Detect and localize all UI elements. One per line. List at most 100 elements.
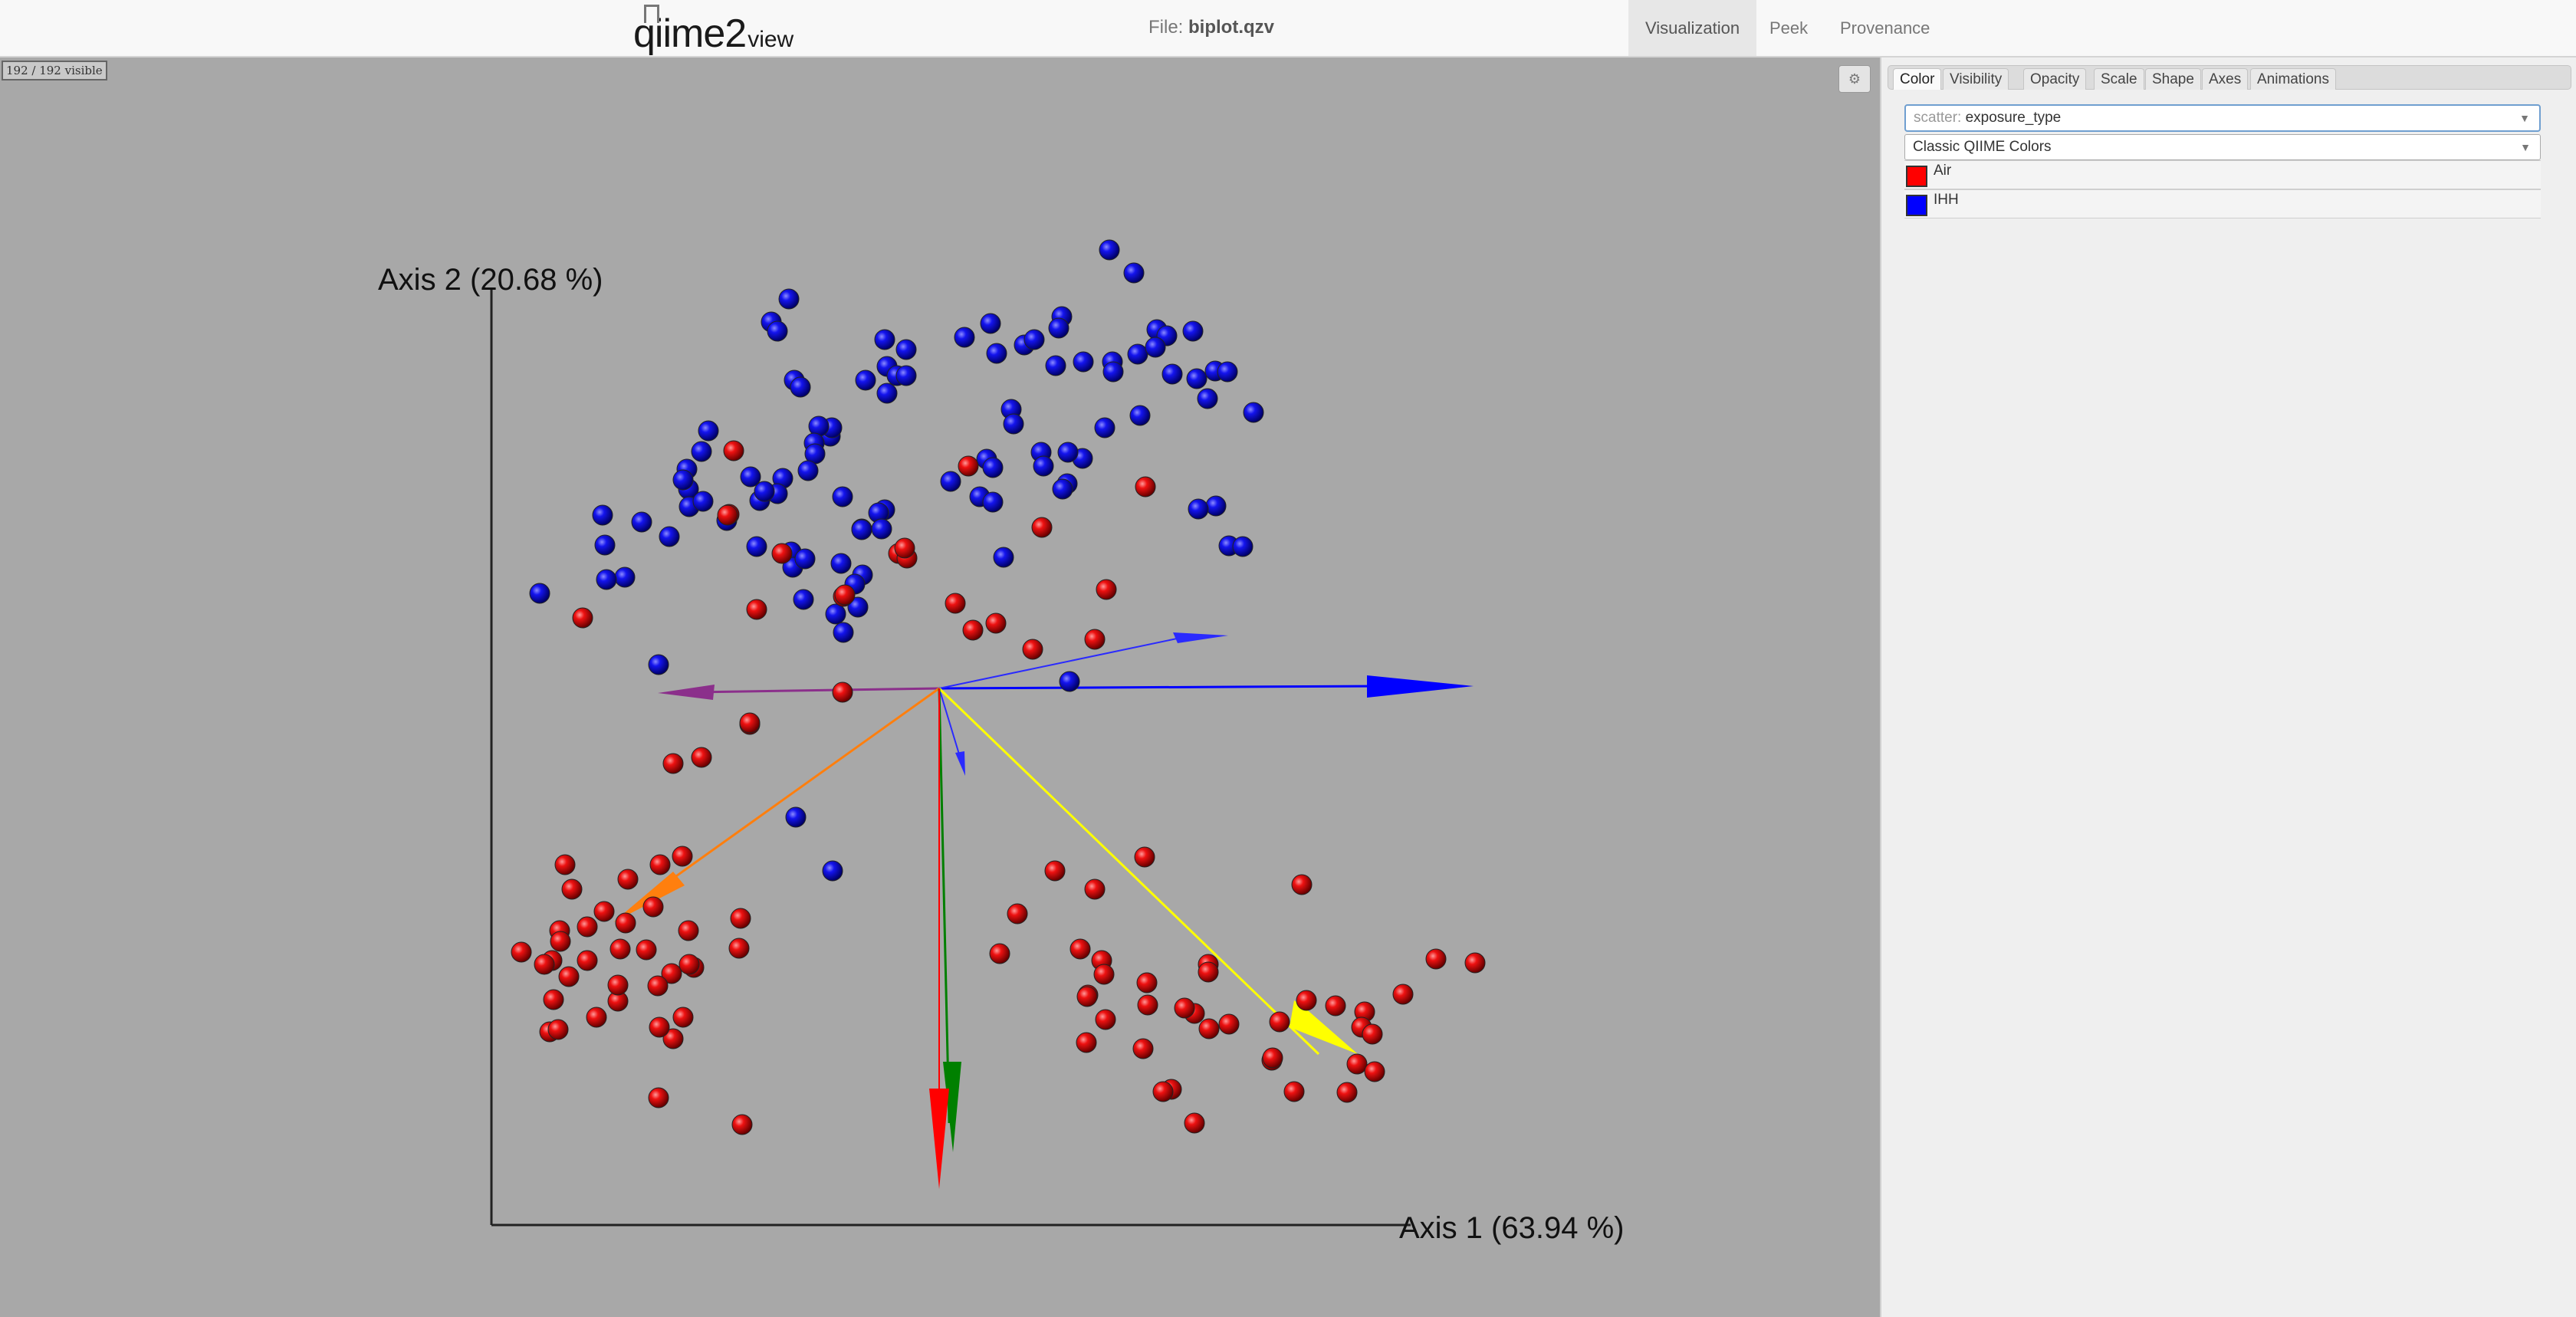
- tab-animations[interactable]: Animations: [2250, 68, 2336, 90]
- sample-point-air[interactable]: [642, 896, 664, 918]
- sample-point-air[interactable]: [1464, 952, 1486, 974]
- tab-visibility[interactable]: Visibility: [1943, 68, 2009, 90]
- sample-point-ihh[interactable]: [1123, 262, 1145, 284]
- sample-point-ihh[interactable]: [1232, 536, 1254, 557]
- sample-point-air[interactable]: [649, 1016, 670, 1038]
- sample-point-ihh[interactable]: [691, 441, 712, 462]
- color-swatch-ihh[interactable]: [1906, 195, 1927, 216]
- sample-point-air[interactable]: [672, 1007, 694, 1028]
- sample-point-ihh[interactable]: [1217, 361, 1238, 383]
- sample-point-ihh[interactable]: [1145, 337, 1166, 358]
- sample-point-ihh[interactable]: [895, 339, 917, 360]
- sample-point-ihh[interactable]: [1059, 671, 1080, 692]
- sample-point-air[interactable]: [610, 938, 631, 960]
- sample-point-ihh[interactable]: [876, 383, 898, 404]
- sample-point-ihh[interactable]: [986, 343, 1007, 364]
- sample-point-ihh[interactable]: [778, 288, 800, 310]
- sample-point-air[interactable]: [1007, 903, 1028, 925]
- sample-point-air[interactable]: [731, 1114, 753, 1135]
- sample-point-air[interactable]: [728, 938, 750, 959]
- sample-point-ihh[interactable]: [1102, 361, 1124, 383]
- sample-point-air[interactable]: [894, 537, 915, 559]
- tab-opacity[interactable]: Opacity: [2023, 68, 2087, 90]
- sample-point-air[interactable]: [1096, 579, 1117, 600]
- nav-tab-provenance[interactable]: Provenance: [1840, 18, 1930, 38]
- sample-point-ihh[interactable]: [980, 313, 1001, 334]
- sample-point-ihh[interactable]: [830, 553, 852, 574]
- sample-point-air[interactable]: [1336, 1082, 1358, 1103]
- sample-point-ihh[interactable]: [767, 320, 788, 342]
- sample-point-air[interactable]: [648, 1087, 669, 1108]
- sample-point-ihh[interactable]: [1205, 495, 1227, 517]
- sample-point-ihh[interactable]: [648, 654, 669, 675]
- sample-point-air[interactable]: [989, 943, 1010, 964]
- sample-point-ihh[interactable]: [1094, 417, 1116, 438]
- sample-point-air[interactable]: [617, 869, 639, 890]
- sample-point-ihh[interactable]: [1127, 343, 1148, 365]
- sample-point-ihh[interactable]: [855, 369, 876, 391]
- sample-point-air[interactable]: [615, 912, 636, 934]
- sample-point-air[interactable]: [1291, 874, 1313, 895]
- sample-point-air[interactable]: [1346, 1053, 1368, 1075]
- sample-point-air[interactable]: [1076, 1032, 1097, 1053]
- sample-point-ihh[interactable]: [1243, 402, 1264, 423]
- sample-point-air[interactable]: [636, 939, 657, 961]
- sample-point-air[interactable]: [691, 747, 712, 768]
- sample-point-air[interactable]: [1044, 860, 1066, 882]
- sample-point-ihh[interactable]: [871, 518, 892, 540]
- sample-point-ihh[interactable]: [692, 491, 714, 512]
- sample-point-ihh[interactable]: [790, 376, 811, 398]
- sample-point-ihh[interactable]: [740, 466, 761, 488]
- sample-point-air[interactable]: [834, 584, 856, 606]
- sample-point-air[interactable]: [1174, 997, 1195, 1019]
- sample-point-air[interactable]: [985, 613, 1007, 634]
- sample-point-air[interactable]: [577, 916, 598, 938]
- sample-point-air[interactable]: [662, 753, 684, 774]
- sample-point-air[interactable]: [958, 455, 979, 477]
- sample-point-air[interactable]: [1262, 1047, 1283, 1069]
- sample-point-air[interactable]: [607, 974, 629, 996]
- sample-point-ihh[interactable]: [1182, 320, 1204, 342]
- sample-point-ihh[interactable]: [1033, 455, 1054, 477]
- sample-point-air[interactable]: [550, 931, 571, 952]
- sample-point-ihh[interactable]: [1073, 351, 1094, 373]
- sample-point-ihh[interactable]: [993, 547, 1014, 568]
- sample-point-air[interactable]: [1084, 879, 1106, 900]
- sample-point-air[interactable]: [1137, 994, 1158, 1016]
- sample-point-ihh[interactable]: [847, 596, 869, 618]
- sample-point-air[interactable]: [1218, 1013, 1240, 1035]
- sample-point-air[interactable]: [543, 989, 564, 1010]
- sample-point-air[interactable]: [649, 854, 671, 875]
- sample-point-ihh[interactable]: [594, 534, 616, 556]
- sample-point-air[interactable]: [678, 954, 700, 975]
- sample-point-air[interactable]: [558, 966, 580, 987]
- sample-point-air[interactable]: [771, 543, 793, 564]
- sample-point-ihh[interactable]: [982, 457, 1004, 478]
- sample-point-ihh[interactable]: [1052, 478, 1073, 500]
- sample-point-ihh[interactable]: [1186, 368, 1208, 389]
- sample-point-air[interactable]: [554, 854, 576, 875]
- tab-color[interactable]: Color: [1893, 68, 1942, 90]
- sample-point-ihh[interactable]: [529, 583, 550, 604]
- sample-point-ihh[interactable]: [596, 569, 617, 590]
- sample-point-air[interactable]: [1296, 990, 1317, 1011]
- sample-point-ihh[interactable]: [592, 504, 613, 526]
- sample-point-ihh[interactable]: [940, 471, 961, 492]
- sample-point-air[interactable]: [962, 619, 984, 641]
- sample-point-ihh[interactable]: [698, 420, 719, 442]
- sample-point-ihh[interactable]: [895, 365, 917, 386]
- sample-point-ihh[interactable]: [785, 806, 807, 828]
- sample-point-ihh[interactable]: [631, 511, 652, 533]
- sample-point-air[interactable]: [1134, 846, 1155, 868]
- sample-point-air[interactable]: [746, 599, 767, 620]
- sample-point-ihh[interactable]: [832, 486, 853, 507]
- sample-point-air[interactable]: [1184, 1112, 1205, 1134]
- sample-point-air[interactable]: [1135, 476, 1156, 498]
- sample-point-ihh[interactable]: [874, 329, 895, 350]
- sample-point-ihh[interactable]: [1057, 442, 1079, 463]
- tab-axes[interactable]: Axes: [2202, 68, 2249, 90]
- sample-point-air[interactable]: [1070, 938, 1091, 960]
- settings-button[interactable]: ⚙: [1838, 65, 1871, 93]
- sample-point-air[interactable]: [1022, 639, 1043, 660]
- sample-point-air[interactable]: [678, 920, 699, 941]
